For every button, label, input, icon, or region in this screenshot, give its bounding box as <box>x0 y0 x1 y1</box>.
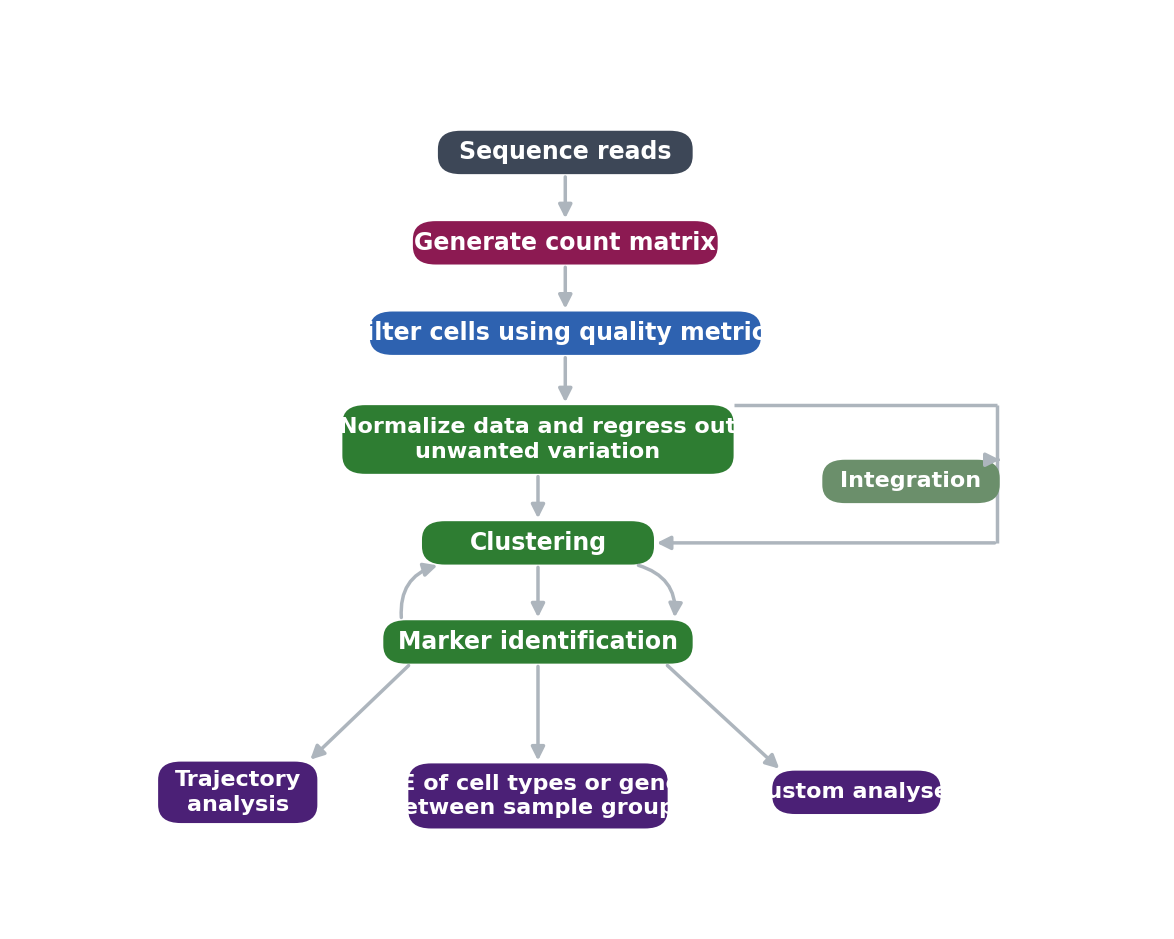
Text: Trajectory
analysis: Trajectory analysis <box>175 770 301 815</box>
Text: Sequence reads: Sequence reads <box>459 141 672 164</box>
FancyBboxPatch shape <box>370 312 761 355</box>
FancyBboxPatch shape <box>421 521 654 564</box>
Text: DE of cell types or genes
between sample groups: DE of cell types or genes between sample… <box>382 774 694 819</box>
FancyBboxPatch shape <box>158 762 317 824</box>
Text: Filter cells using quality metrics: Filter cells using quality metrics <box>350 321 781 346</box>
Text: Clustering: Clustering <box>470 531 607 555</box>
FancyBboxPatch shape <box>822 460 1000 503</box>
FancyBboxPatch shape <box>772 771 940 814</box>
FancyBboxPatch shape <box>413 221 717 265</box>
FancyBboxPatch shape <box>383 621 693 664</box>
FancyBboxPatch shape <box>438 131 693 174</box>
FancyBboxPatch shape <box>409 763 668 828</box>
Text: Integration: Integration <box>841 471 981 491</box>
Text: Generate count matrix: Generate count matrix <box>414 231 716 254</box>
Text: Marker identification: Marker identification <box>398 630 679 654</box>
FancyBboxPatch shape <box>343 405 734 474</box>
Text: Normalize data and regress out
unwanted variation: Normalize data and regress out unwanted … <box>339 417 736 462</box>
Text: Custom analyses: Custom analyses <box>750 782 963 802</box>
